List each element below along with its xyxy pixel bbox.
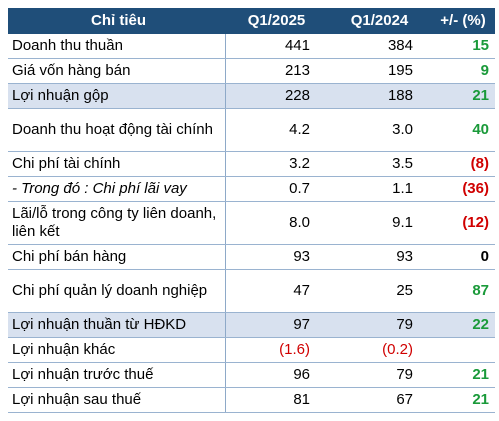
row-change: (8): [431, 151, 495, 177]
table-row: - Trong đó : Chi phí lãi vay 0.7 1.1 (36…: [8, 176, 495, 202]
row-change: (36): [431, 176, 495, 202]
row-label: Chi phí bán hàng: [8, 244, 226, 270]
table-row-highlighted: Lợi nhuận gộp 228 188 21: [8, 83, 495, 109]
row-change: 15: [431, 34, 495, 59]
row-q1-2025: 81: [225, 387, 328, 413]
row-q1-2025: 8.0: [225, 201, 328, 245]
row-label: Lợi nhuận khác: [8, 337, 226, 363]
table-row: Chi phí tài chính 3.2 3.5 (8): [8, 151, 495, 177]
table-row: Lãi/lỗ trong công ty liên doanh, liên kế…: [8, 201, 495, 245]
header-q1-2024: Q1/2024: [328, 8, 431, 34]
row-q1-2024: 1.1: [328, 176, 431, 202]
row-label: Lợi nhuận thuần từ HĐKD: [8, 312, 226, 338]
table-row-highlighted: Lợi nhuận thuần từ HĐKD 97 79 22: [8, 312, 495, 338]
table-row: Doanh thu hoạt động tài chính 4.2 3.0 40: [8, 108, 495, 152]
row-label: Chi phí tài chính: [8, 151, 226, 177]
row-q1-2025: 4.2: [225, 108, 328, 152]
row-q1-2025: 213: [225, 58, 328, 84]
row-label: Lợi nhuận gộp: [8, 83, 226, 109]
row-change: 22: [431, 312, 495, 338]
table-header: Chỉ tiêu Q1/2025 Q1/2024 +/- (%): [8, 8, 495, 34]
row-q1-2025: 0.7: [225, 176, 328, 202]
table-row: Chi phí quản lý doanh nghiệp 47 25 87: [8, 269, 495, 313]
row-q1-2025: 441: [225, 34, 328, 59]
row-change: [431, 337, 495, 363]
row-q1-2024: 9.1: [328, 201, 431, 245]
row-q1-2024: 3.5: [328, 151, 431, 177]
row-label: Lợi nhuận trước thuế: [8, 362, 226, 388]
row-label: Lợi nhuận sau thuế: [8, 387, 226, 413]
table-row: Lợi nhuận sau thuế 81 67 21: [8, 387, 495, 413]
table-row: Lợi nhuận trước thuế 96 79 21: [8, 362, 495, 388]
row-q1-2025: 97: [225, 312, 328, 338]
row-label: Doanh thu hoạt động tài chính: [8, 108, 226, 152]
row-label: Doanh thu thuần: [8, 34, 226, 59]
row-change: 21: [431, 362, 495, 388]
row-q1-2024: (0.2): [328, 337, 431, 363]
row-q1-2025: 228: [225, 83, 328, 109]
row-q1-2024: 79: [328, 362, 431, 388]
table-row: Chi phí bán hàng 93 93 0: [8, 244, 495, 270]
row-label: Lãi/lỗ trong công ty liên doanh, liên kế…: [8, 201, 226, 245]
row-q1-2024: 384: [328, 34, 431, 59]
row-q1-2024: 195: [328, 58, 431, 84]
row-q1-2024: 25: [328, 269, 431, 313]
row-q1-2024: 93: [328, 244, 431, 270]
row-q1-2025: 3.2: [225, 151, 328, 177]
row-change: 9: [431, 58, 495, 84]
row-change: 40: [431, 108, 495, 152]
row-q1-2025: 47: [225, 269, 328, 313]
row-q1-2024: 3.0: [328, 108, 431, 152]
row-q1-2024: 79: [328, 312, 431, 338]
header-change: +/- (%): [431, 8, 495, 34]
table-row: Giá vốn hàng bán 213 195 9: [8, 58, 495, 84]
table-row: Doanh thu thuần 441 384 15: [8, 34, 495, 59]
row-change: 21: [431, 83, 495, 109]
table-row: Lợi nhuận khác (1.6) (0.2): [8, 337, 495, 363]
row-label: - Trong đó : Chi phí lãi vay: [8, 176, 226, 202]
row-change: 21: [431, 387, 495, 413]
row-label: Chi phí quản lý doanh nghiệp: [8, 269, 226, 313]
financial-table: Chỉ tiêu Q1/2025 Q1/2024 +/- (%) Doanh t…: [8, 8, 495, 413]
header-q1-2025: Q1/2025: [225, 8, 328, 34]
row-q1-2024: 67: [328, 387, 431, 413]
header-item: Chỉ tiêu: [8, 8, 225, 34]
row-q1-2025: 93: [225, 244, 328, 270]
row-q1-2024: 188: [328, 83, 431, 109]
row-change: 0: [431, 244, 495, 270]
row-q1-2025: (1.6): [225, 337, 328, 363]
row-change: (12): [431, 201, 495, 245]
row-change: 87: [431, 269, 495, 313]
row-q1-2025: 96: [225, 362, 328, 388]
row-label: Giá vốn hàng bán: [8, 58, 226, 84]
